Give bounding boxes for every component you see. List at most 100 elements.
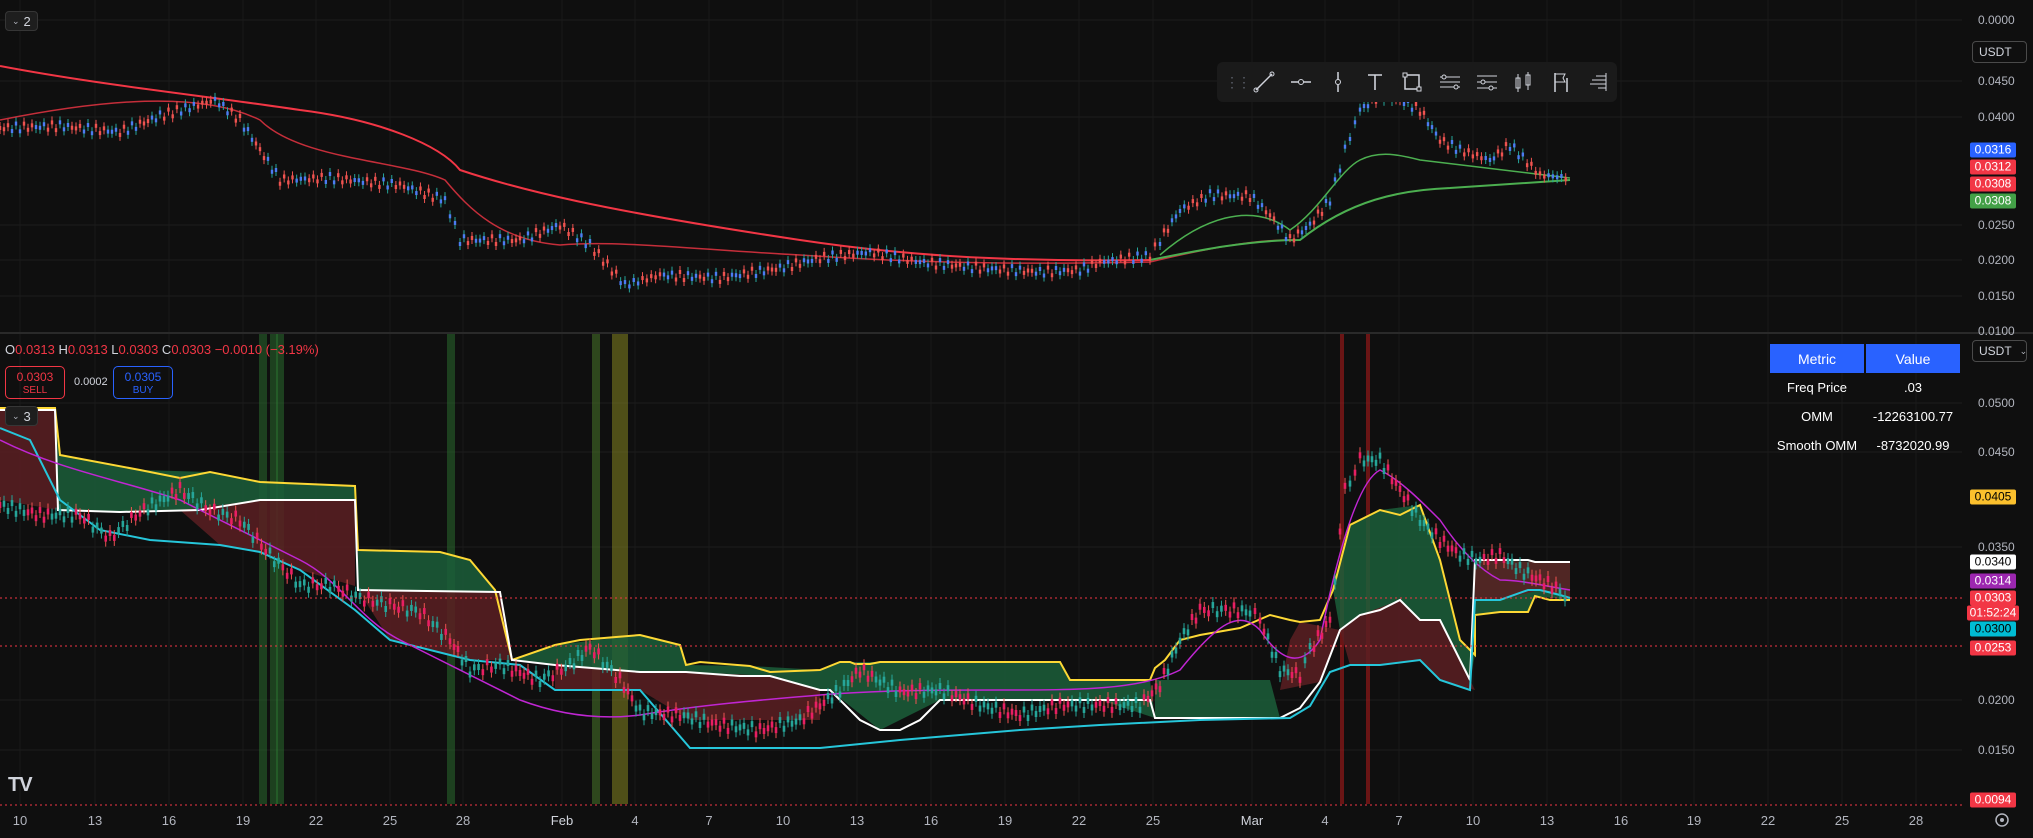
candle-body	[78, 123, 82, 128]
y-tick: 0.0250	[1978, 218, 2015, 232]
candle-body	[1418, 111, 1422, 116]
candle-body	[584, 645, 588, 652]
candle-body	[1374, 459, 1378, 466]
settings-icon[interactable]	[1994, 812, 2010, 828]
parallel-channel-icon[interactable]	[1431, 67, 1468, 97]
candle-body	[175, 105, 179, 110]
candle-body	[443, 196, 447, 201]
candle-body	[472, 664, 476, 671]
candle-body	[550, 226, 554, 231]
sell-button[interactable]: 0.0303 SELL	[5, 366, 65, 399]
candle-body	[1174, 647, 1178, 654]
candle-body	[1288, 234, 1292, 239]
long-position-icon[interactable]	[1505, 67, 1542, 97]
horizontal-ray-icon[interactable]	[1282, 67, 1319, 97]
candle-body	[966, 693, 970, 700]
candle-body	[14, 121, 18, 126]
pane-2-toggle[interactable]: ⌄ 2	[5, 11, 38, 31]
candle-body	[262, 156, 266, 161]
candle-body	[341, 590, 345, 597]
candle-body	[1022, 706, 1026, 713]
candle-body	[1174, 214, 1178, 219]
candle-body	[730, 272, 734, 277]
candle-body	[560, 668, 563, 675]
candle-body	[353, 178, 356, 183]
cloud-fill	[55, 408, 355, 512]
y-tick: 0.0150	[1978, 289, 2015, 303]
cloud-fill	[555, 665, 820, 720]
currency-selector-bottom[interactable]: USDT ⌄	[1972, 340, 2027, 362]
candle-body	[384, 606, 388, 612]
candle-body	[1070, 700, 1074, 707]
candle-body	[798, 263, 802, 268]
candle-body	[906, 690, 910, 697]
flag-icon[interactable]	[1543, 67, 1580, 97]
candle-body	[431, 197, 434, 202]
candle-body	[962, 698, 966, 705]
text-icon[interactable]	[1357, 67, 1394, 97]
candle-body	[1110, 706, 1114, 713]
trend-line-icon[interactable]	[1245, 67, 1282, 97]
candle-body	[774, 267, 778, 272]
high-label: H	[58, 342, 68, 357]
candle-body	[1362, 104, 1366, 109]
candle-body	[806, 259, 810, 264]
candle-body	[287, 180, 290, 185]
candle-body	[337, 173, 340, 178]
volume-profile-icon[interactable]	[1580, 67, 1617, 97]
candle-body	[324, 179, 328, 184]
candle-body	[2, 500, 6, 507]
candle-body	[551, 675, 555, 682]
candle-body	[0, 126, 2, 130]
candle-body	[1034, 711, 1038, 718]
candle-body	[1232, 194, 1236, 199]
candle-body	[1111, 257, 1114, 262]
candle-body	[502, 241, 506, 246]
pane-3-toggle[interactable]: ⌄ 3	[5, 406, 38, 426]
candle-body	[1312, 645, 1316, 652]
cloud-fill	[1333, 505, 1475, 680]
candle-body	[1030, 268, 1034, 273]
candle-body	[1418, 519, 1422, 526]
candle-body	[1316, 630, 1320, 637]
currency-selector-top[interactable]: USDT	[1972, 41, 2027, 63]
candle-body	[1138, 706, 1142, 713]
candle-body	[90, 131, 94, 136]
candle-body	[1442, 137, 1446, 142]
buy-button[interactable]: 0.0305 BUY	[113, 366, 173, 399]
candle-body	[1194, 617, 1198, 624]
candle-body	[130, 511, 133, 518]
candle-body	[179, 111, 183, 116]
candle-body	[1042, 704, 1046, 711]
yellow-band-line	[0, 407, 1570, 681]
candle-body	[862, 664, 866, 671]
x-tick-label: Mar	[1240, 813, 1264, 828]
vertical-line-icon[interactable]	[1319, 67, 1356, 97]
candle-body	[87, 513, 90, 520]
candle-body	[990, 266, 994, 271]
candle-body	[337, 585, 340, 592]
tradingview-logo[interactable]: TV	[8, 774, 33, 797]
candle-body	[1467, 148, 1470, 153]
y-tick: 0.0000	[1978, 13, 2015, 27]
cyan-line	[0, 427, 1571, 749]
chevron-down-icon: ⌄	[12, 410, 20, 421]
rectangle-icon[interactable]	[1394, 67, 1431, 97]
candle-body	[1058, 271, 1062, 276]
candle-body	[354, 591, 358, 598]
candle-body	[698, 721, 702, 728]
drag-handle-icon[interactable]: ⋮⋮	[1225, 73, 1251, 90]
fib-retracement-icon[interactable]	[1468, 67, 1505, 97]
candle-body	[1224, 191, 1228, 196]
candle-body	[974, 261, 978, 266]
cloud-fill	[1475, 560, 1570, 600]
x-tick-label: 22	[1071, 813, 1087, 828]
candle-body	[1328, 616, 1332, 623]
candle-body	[601, 261, 605, 266]
candle-body	[722, 717, 726, 724]
candle-body	[1166, 668, 1170, 675]
candle-body	[1333, 578, 1337, 585]
candle-body	[538, 233, 542, 238]
close-value: 0.0303	[171, 342, 212, 357]
